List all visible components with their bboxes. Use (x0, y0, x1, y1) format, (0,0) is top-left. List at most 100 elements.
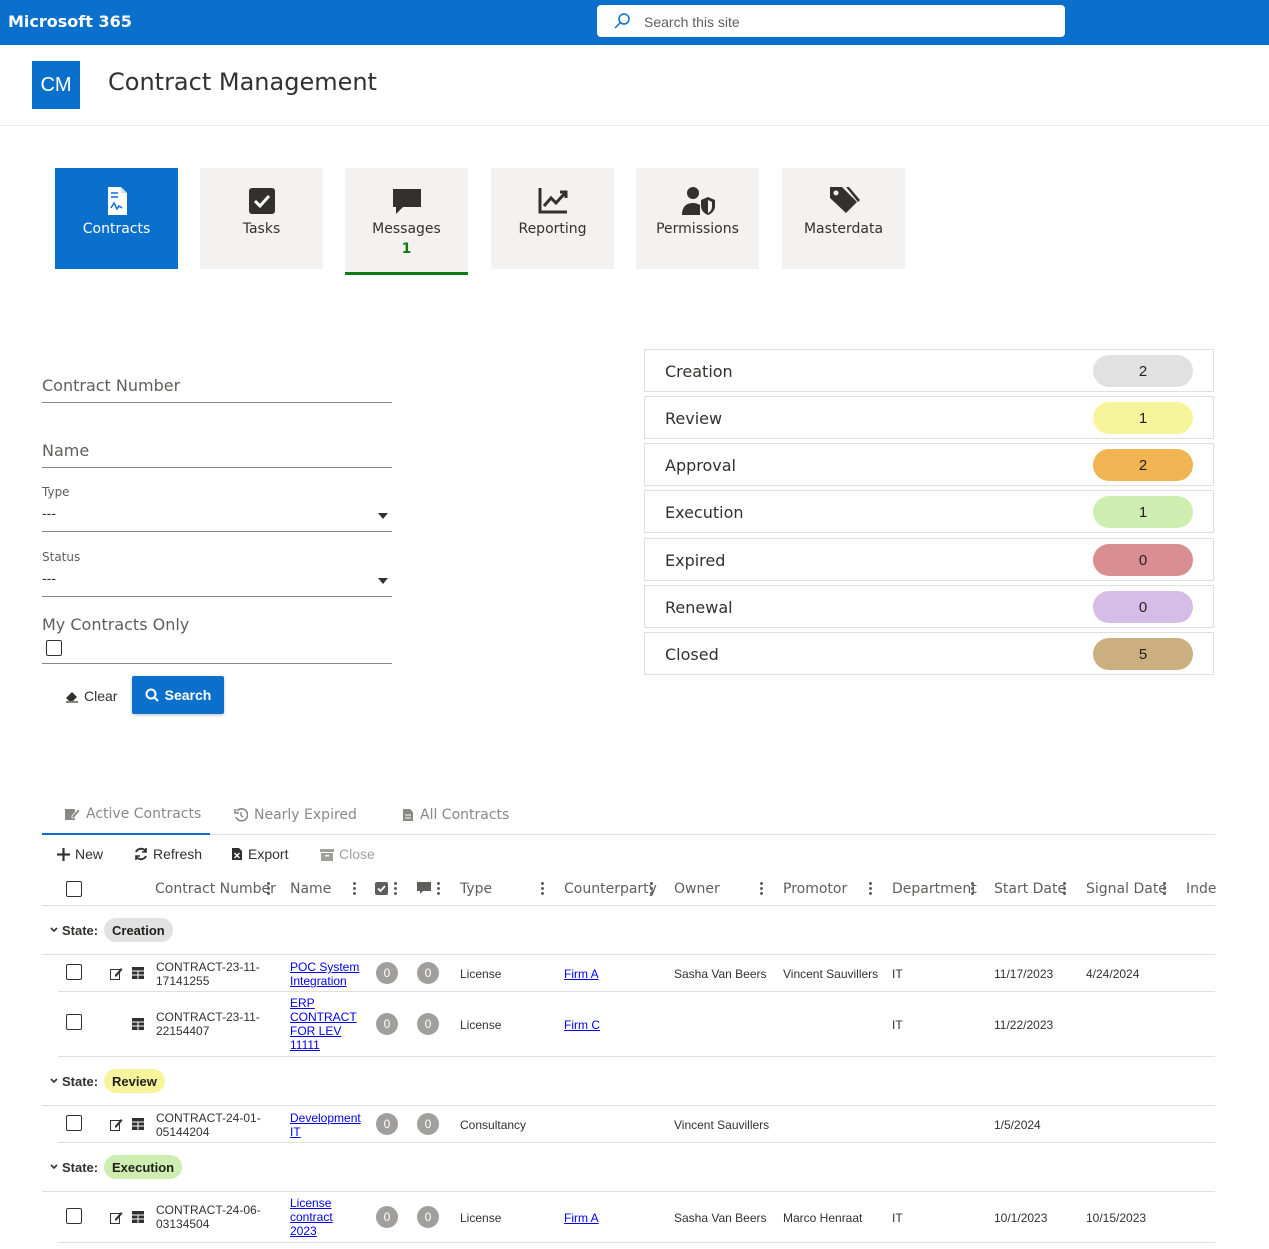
state-summary-review[interactable]: Review 1 (644, 396, 1214, 439)
row-checkbox[interactable] (66, 964, 82, 980)
counterparty-link[interactable]: Firm A (564, 1211, 599, 1225)
department: IT (892, 1211, 903, 1225)
contract-type: License (460, 1211, 502, 1225)
tile-masterdata[interactable]: Masterdata (782, 168, 905, 269)
type-dropdown[interactable]: Type --- (42, 485, 392, 532)
view-details-icon[interactable] (132, 967, 144, 979)
state-count-badge: 5 (1093, 638, 1193, 670)
search-button[interactable]: Search (132, 676, 224, 714)
archive-icon (320, 848, 334, 861)
contract-name-link[interactable]: POC System Integration (290, 960, 360, 988)
column-menu-icon[interactable] (971, 882, 975, 896)
table-row[interactable]: CONTRACT-24-06-03134504 License contract… (58, 1192, 1215, 1243)
column-header-department[interactable]: Department (892, 881, 977, 897)
state-count-badge: 0 (1093, 544, 1193, 576)
group-header-review[interactable]: State: Review (42, 1057, 1215, 1106)
tile-permissions[interactable]: Permissions (636, 168, 759, 269)
column-header-counterparty[interactable]: Counterparty (564, 881, 657, 897)
contract-name-link[interactable]: License contract 2023 (290, 1196, 333, 1238)
column-header-owner[interactable]: Owner (674, 881, 720, 897)
state-summary-approval[interactable]: Approval 2 (644, 443, 1214, 486)
state-summary-execution[interactable]: Execution 1 (644, 490, 1214, 533)
tab-all-contracts[interactable]: All Contracts (402, 794, 509, 835)
department: IT (892, 967, 903, 981)
column-menu-icon[interactable] (353, 882, 357, 896)
column-menu-icon[interactable] (394, 882, 398, 896)
column-header-name[interactable]: Name (290, 881, 332, 897)
group-state-badge: Review (104, 1069, 165, 1093)
counterparty-link[interactable]: Firm C (564, 1018, 600, 1032)
owner: Vincent Sauvillers (674, 1118, 770, 1132)
state-count-badge: 0 (1093, 591, 1193, 623)
app-launcher-brand[interactable]: Microsoft 365 (8, 12, 132, 31)
column-header-contract-number[interactable]: Contract Number (155, 881, 276, 897)
contract-number-label: Contract Number (42, 376, 181, 395)
tab-active-contracts[interactable]: Active Contracts (42, 794, 210, 835)
site-logo[interactable]: CM (32, 61, 80, 109)
contract-type: License (460, 1018, 502, 1032)
group-header-creation[interactable]: State: Creation (42, 906, 1215, 955)
tile-label: Contracts (82, 221, 151, 237)
group-header-execution[interactable]: State: Execution (42, 1143, 1215, 1192)
my-contracts-only-checkbox[interactable] (46, 640, 62, 656)
close-button[interactable]: Close (320, 845, 375, 863)
state-summary-closed[interactable]: Closed 5 (644, 632, 1214, 675)
view-details-icon[interactable] (132, 1211, 144, 1223)
state-count-badge: 2 (1093, 449, 1193, 481)
row-checkbox[interactable] (66, 1014, 82, 1030)
view-details-icon[interactable] (132, 1118, 144, 1130)
refresh-button[interactable]: Refresh (134, 845, 202, 863)
tile-tasks[interactable]: Tasks (200, 168, 323, 269)
status-dropdown[interactable]: Status --- (42, 550, 392, 597)
contract-type: License (460, 967, 502, 981)
new-button[interactable]: New (57, 845, 103, 863)
table-row[interactable]: CONTRACT-23-11-17141255 POC System Integ… (58, 955, 1215, 992)
tasks-count: 0 (376, 1206, 398, 1228)
column-header-promotor[interactable]: Promotor (783, 881, 848, 897)
type-label: Type (42, 485, 70, 499)
messages-column-icon (417, 882, 431, 894)
edit-icon[interactable] (110, 1118, 123, 1131)
edit-icon[interactable] (110, 967, 123, 980)
table-row[interactable]: CONTRACT-24-01-05144204 Development IT 0… (58, 1106, 1215, 1143)
export-button[interactable]: Export (231, 845, 288, 863)
column-header-signal-date[interactable]: Signal Date (1086, 881, 1167, 897)
row-checkbox[interactable] (66, 1115, 82, 1131)
table-row[interactable]: CONTRACT-23-11-22154407 ERP CONTRACT FOR… (58, 992, 1215, 1057)
column-menu-icon[interactable] (1163, 882, 1167, 896)
column-header-type[interactable]: Type (460, 881, 493, 897)
search-placeholder: Search this site (644, 14, 740, 30)
column-menu-icon[interactable] (650, 882, 654, 896)
start-date: 10/1/2023 (994, 1211, 1048, 1225)
tags-icon (829, 187, 860, 213)
column-header-start-date[interactable]: Start Date (994, 881, 1067, 897)
column-menu-icon[interactable] (869, 882, 873, 896)
state-summary-expired[interactable]: Expired 0 (644, 538, 1214, 581)
row-checkbox[interactable] (66, 1208, 82, 1224)
contract-name-link[interactable]: Development IT (290, 1111, 361, 1139)
trend-chart-icon (538, 188, 567, 214)
column-menu-icon[interactable] (541, 882, 545, 896)
site-search-box[interactable]: Search this site (597, 5, 1065, 37)
edit-icon[interactable] (110, 1211, 123, 1224)
select-all-checkbox[interactable] (66, 881, 82, 897)
column-menu-icon[interactable] (267, 882, 271, 896)
counterparty-link[interactable]: Firm A (564, 967, 599, 981)
clear-button[interactable]: Clear (64, 686, 117, 706)
tile-contracts[interactable]: Contracts (55, 168, 178, 269)
tile-reporting[interactable]: Reporting (491, 168, 614, 269)
tab-nearly-expired[interactable]: Nearly Expired (234, 794, 357, 835)
column-menu-icon[interactable] (437, 882, 441, 896)
name-field[interactable]: Name (42, 441, 392, 468)
column-header-index[interactable]: Inde (1186, 881, 1217, 897)
tile-messages[interactable]: Messages 1 (345, 168, 468, 275)
view-details-icon[interactable] (132, 1018, 144, 1030)
contract-number-field[interactable]: Contract Number (42, 376, 392, 403)
column-menu-icon[interactable] (760, 882, 764, 896)
state-summary-renewal[interactable]: Renewal 0 (644, 585, 1214, 628)
site-title[interactable]: Contract Management (108, 68, 377, 96)
column-menu-icon[interactable] (1063, 882, 1067, 896)
contract-name-link[interactable]: ERP CONTRACT FOR LEV 11111 (290, 996, 357, 1052)
department: IT (892, 1018, 903, 1032)
state-summary-creation[interactable]: Creation 2 (644, 349, 1214, 392)
